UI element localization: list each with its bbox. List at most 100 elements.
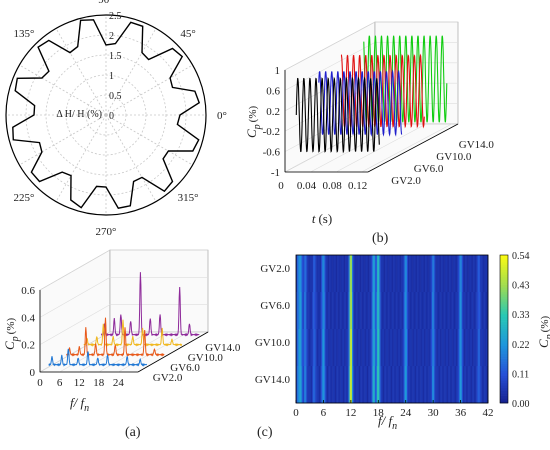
colorbar-cell	[500, 297, 508, 300]
colorbar-cell	[500, 364, 508, 367]
colorbar-tick: 0.43	[512, 281, 530, 292]
colorbar-cell	[500, 287, 508, 290]
colorbar-cell	[500, 371, 508, 374]
colorbar-cell	[500, 378, 508, 381]
cl-x-tick: 24	[113, 377, 125, 389]
colorbar-cell	[500, 376, 508, 379]
colorbar-cell	[500, 344, 508, 347]
colorbar-cell	[500, 339, 508, 342]
polar-radial-tick: 1.5	[109, 51, 122, 62]
cl-y-tick: 0.2	[21, 340, 35, 352]
colorbar-cell	[500, 366, 508, 369]
colorbar-cell	[500, 373, 508, 376]
caption-b: (b)	[372, 231, 389, 246]
b-depth-tick: GV14.0	[459, 139, 495, 151]
b-y-tick: -0.6	[263, 147, 281, 159]
heatmap-x-label: f/ fn	[378, 413, 397, 432]
polar-grid-spoke	[19, 65, 106, 115]
cl-x-tick: 12	[74, 377, 85, 389]
colorbar-cell	[500, 383, 508, 386]
colorbar-label: Cp(%)	[536, 316, 550, 348]
caption-a: (a)	[125, 425, 141, 440]
colorbar-tick: 0.00	[512, 399, 530, 410]
polar-radial-tick: 1	[109, 71, 114, 82]
colorbar-cell	[500, 272, 508, 275]
b-y-tick: 0.6	[266, 85, 280, 97]
b-y-tick: -0.2	[263, 126, 280, 138]
cl-x-label: f/ fn	[70, 395, 89, 414]
b-x-tick: 0.12	[348, 180, 367, 192]
colorbar-cell	[500, 290, 508, 293]
colorbar-cell	[500, 257, 508, 260]
colorbar-cell	[500, 396, 508, 399]
colorbar-cell	[500, 349, 508, 352]
b-depth-tick: GV10.0	[436, 151, 472, 163]
colorbar-cell	[500, 341, 508, 344]
b-depth-tick: GV2.0	[391, 175, 421, 187]
colorbar-cell	[500, 327, 508, 330]
heatmap-x-tick: 30	[428, 407, 440, 419]
colorbar-cell	[500, 294, 508, 297]
colorbar-cell	[500, 324, 508, 327]
cl-y-label: Cp(%)	[2, 318, 21, 350]
polar-chart: 00.511.522.50°45°90°135°180°225°270°315°…	[0, 0, 227, 238]
heatmap-x-tick: 12	[345, 407, 356, 419]
b-x-label: t(s)	[312, 211, 332, 226]
colorbar-cell	[500, 356, 508, 359]
polar-grid-spoke	[106, 65, 193, 115]
colorbar-cell	[500, 260, 508, 263]
colorbar-tick: 0.54	[512, 251, 530, 262]
colorbar-cell	[500, 334, 508, 337]
colorbar-cell	[500, 354, 508, 357]
colorbar-cell	[500, 255, 508, 258]
cl-x-tick: 0	[37, 377, 43, 389]
colorbar-cell	[500, 265, 508, 268]
heatmap-x-tick: 0	[293, 407, 299, 419]
heatmap-row-label: GV2.0	[260, 263, 290, 275]
heatmap-row-label: GV14.0	[255, 374, 291, 386]
colorbar-cell	[500, 331, 508, 334]
polar-angle-tick: 45°	[180, 28, 195, 40]
b-y-tick: 0.2	[266, 106, 280, 118]
polar-grid-spoke	[106, 115, 156, 202]
b-x-tick: 0.04	[297, 180, 317, 192]
polar-grid-spoke	[106, 115, 193, 165]
colorbar-cell	[500, 282, 508, 285]
colorbar-cell	[500, 346, 508, 349]
polar-radial-tick: 2	[109, 31, 114, 42]
colorbar-cell	[500, 319, 508, 322]
b-y-tick: -1	[271, 167, 280, 179]
polar-angle-tick: 135°	[14, 28, 35, 40]
colorbar-cell	[500, 285, 508, 288]
polar-angle-tick: 0°	[217, 110, 227, 122]
colorbar-cell	[500, 368, 508, 371]
heatmap-row-label: GV6.0	[260, 300, 290, 312]
b-x-tick: 0	[278, 180, 284, 192]
colorbar-cell	[500, 388, 508, 391]
colorbar-cell	[500, 391, 508, 394]
polar-angle-tick: 315°	[178, 192, 199, 204]
colorbar-cell	[500, 304, 508, 307]
colorbar-cell	[500, 270, 508, 273]
colorbar-cell	[500, 275, 508, 278]
colorbar-tick: 0.11	[512, 369, 529, 380]
polar-grid-spoke	[56, 115, 106, 202]
polar-angle-tick: 90°	[98, 0, 113, 6]
colorbar-cell	[500, 280, 508, 283]
colorbar-cell	[500, 386, 508, 389]
colorbar-cell	[500, 393, 508, 396]
colorbar-cell	[500, 317, 508, 320]
colorbar-cell	[500, 398, 508, 401]
cl-x-tick: 18	[93, 377, 105, 389]
polar-angle-tick: 270°	[96, 226, 117, 238]
colorbar-cell	[500, 359, 508, 362]
colorbar-cell	[500, 312, 508, 315]
colorbar-tick: 0.22	[512, 340, 530, 351]
cl-depth-tick: GV14.0	[205, 342, 241, 354]
colorbar-cell	[500, 292, 508, 295]
polar-angle-tick: 225°	[14, 192, 35, 204]
polar-grid-spoke	[19, 115, 106, 165]
cl-y-tick: 0.4	[21, 312, 35, 324]
